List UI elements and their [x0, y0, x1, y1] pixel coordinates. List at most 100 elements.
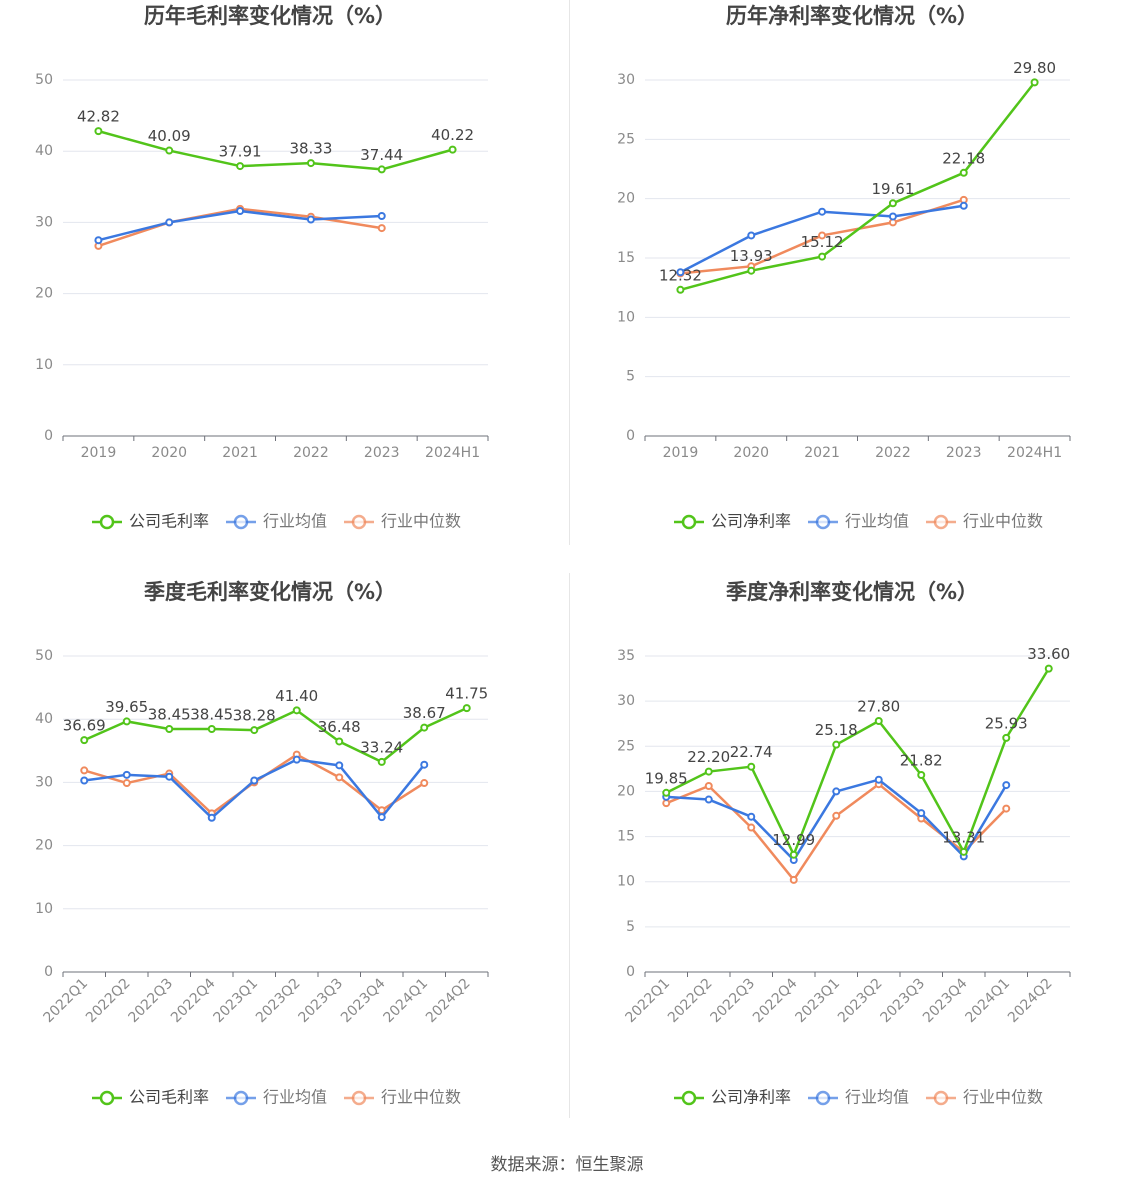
data-point-median — [1002, 804, 1011, 813]
data-point-avg — [959, 201, 968, 210]
x-tick-label: 2024Q1 — [380, 976, 431, 1027]
data-point-company — [377, 757, 386, 766]
y-tick-label: 0 — [626, 428, 635, 444]
y-tick-label: 20 — [617, 783, 635, 799]
data-label: 12.99 — [772, 831, 815, 849]
data-point-avg — [1002, 781, 1011, 790]
series-line-company — [98, 129, 453, 171]
data-point-median — [662, 799, 671, 808]
data-point-company — [959, 168, 968, 177]
data-point-avg — [676, 268, 685, 277]
data-label: 40.09 — [148, 127, 191, 145]
y-tick-label: 30 — [617, 693, 635, 709]
series-line-avg — [84, 758, 426, 820]
data-label: 25.93 — [985, 714, 1028, 732]
data-point-avg — [420, 760, 429, 769]
y-tick-label: 10 — [35, 901, 53, 917]
data-point-avg — [888, 212, 897, 221]
y-tick-label: 40 — [35, 143, 53, 159]
y-tick-label: 30 — [35, 214, 53, 230]
x-tick-label: 2024H1 — [425, 445, 480, 461]
data-label: 38.28 — [233, 707, 276, 725]
chart-quarterly-net-margin: 季度净利率变化情况（%） 0 5 10 15 20 25 30 35 2022Q1 2022Q2 20… — [582, 576, 1134, 1152]
data-point-company — [250, 726, 259, 735]
data-point-company — [662, 788, 671, 797]
x-tick-label: 2021 — [804, 445, 840, 461]
x-tick-label: 2022Q3 — [125, 976, 176, 1027]
y-tick-label: 10 — [35, 357, 53, 373]
data-label: 13.93 — [730, 247, 773, 265]
data-point-company — [335, 737, 344, 746]
data-label: 41.40 — [275, 687, 318, 705]
legend-marker-median — [933, 514, 949, 530]
data-point-company — [1002, 733, 1011, 742]
data-point-avg — [94, 236, 103, 245]
x-tick-label: 2022Q1 — [622, 976, 673, 1027]
data-point-median — [377, 224, 386, 233]
data-label: 37.91 — [219, 143, 262, 161]
data-label: 22.74 — [730, 743, 773, 761]
x-tick-label: 2023 — [364, 445, 400, 461]
data-point-avg — [122, 770, 131, 779]
data-point-company — [1044, 664, 1053, 673]
data-point-company — [165, 724, 174, 733]
legend-marker-company — [99, 514, 115, 530]
data-point-company — [462, 704, 471, 713]
y-tick-label: 20 — [35, 838, 53, 854]
y-tick-label: 15 — [617, 829, 635, 845]
x-tick-label: 2020 — [733, 445, 769, 461]
data-label: 27.80 — [857, 698, 900, 716]
x-tick-label: 2023Q1 — [792, 976, 843, 1027]
data-point-median — [818, 231, 827, 240]
data-point-company — [122, 717, 131, 726]
y-tick-label: 0 — [44, 964, 53, 980]
legend-marker-avg — [233, 514, 249, 530]
legend-label-company: 公司毛利率 — [129, 1088, 209, 1107]
y-tick-label: 5 — [626, 369, 635, 385]
data-point-avg — [747, 812, 756, 821]
x-tick-label: 2023Q4 — [338, 975, 389, 1026]
data-point-company — [207, 724, 216, 733]
y-tick-label: 30 — [617, 72, 635, 88]
legend-marker-company — [99, 1090, 115, 1106]
data-point-median — [704, 782, 713, 791]
data-label: 29.80 — [1013, 59, 1056, 77]
y-tick-label: 0 — [44, 428, 53, 444]
chart-title: 季度毛利率变化情况（%） — [144, 580, 396, 604]
data-label: 25.18 — [815, 721, 858, 739]
source-note: 数据来源：恒生聚源 — [490, 1155, 644, 1175]
chart-svg-quarterly-gross-margin: 季度毛利率变化情况（%）010203040502022Q12022Q22022Q… — [35, 580, 489, 1107]
x-tick-label: 2019 — [663, 445, 699, 461]
data-label: 36.69 — [63, 717, 106, 735]
data-point-company — [874, 717, 883, 726]
x-tick-label: 2023Q3 — [877, 976, 928, 1027]
legend-label-median: 行业中位数 — [963, 512, 1043, 531]
data-label: 38.45 — [148, 705, 191, 723]
data-point-company — [1030, 78, 1039, 87]
legend-marker-median — [351, 1090, 367, 1106]
legend-label-avg: 行业均值 — [845, 512, 909, 531]
chart-title: 历年毛利率变化情况（%） — [144, 4, 396, 28]
chart-svg-quarterly-net-margin: 季度净利率变化情况（%）051015202530352022Q12022Q220… — [617, 580, 1071, 1107]
x-tick-label: 2023 — [946, 445, 982, 461]
data-label: 21.82 — [900, 751, 943, 769]
x-tick-label: 2024Q2 — [1005, 976, 1056, 1027]
chart-svg-annual-net-margin: 历年净利率变化情况（%） 0 5 10 15 20 25 30 2019 2020 2021 2022… — [617, 4, 1071, 531]
data-point-avg — [236, 207, 245, 216]
x-tick-label: 2022Q3 — [707, 976, 758, 1027]
y-tick-label: 5 — [626, 919, 635, 935]
x-tick-label: 2022 — [293, 445, 329, 461]
x-tick-label: 2022 — [875, 445, 911, 461]
data-point-avg — [292, 755, 301, 764]
data-point-company — [292, 706, 301, 715]
y-tick-label: 20 — [617, 191, 635, 207]
data-label: 33.60 — [1027, 645, 1070, 663]
x-tick-label: 2022Q1 — [40, 976, 91, 1027]
series-line-company — [83, 707, 468, 764]
y-tick-label: 15 — [617, 250, 635, 266]
data-point-company — [747, 266, 756, 275]
data-label: 12.32 — [659, 266, 702, 284]
data-point-company — [704, 767, 713, 776]
data-point-company — [94, 127, 103, 136]
chart-title: 季度净利率变化情况（%） — [726, 580, 978, 604]
